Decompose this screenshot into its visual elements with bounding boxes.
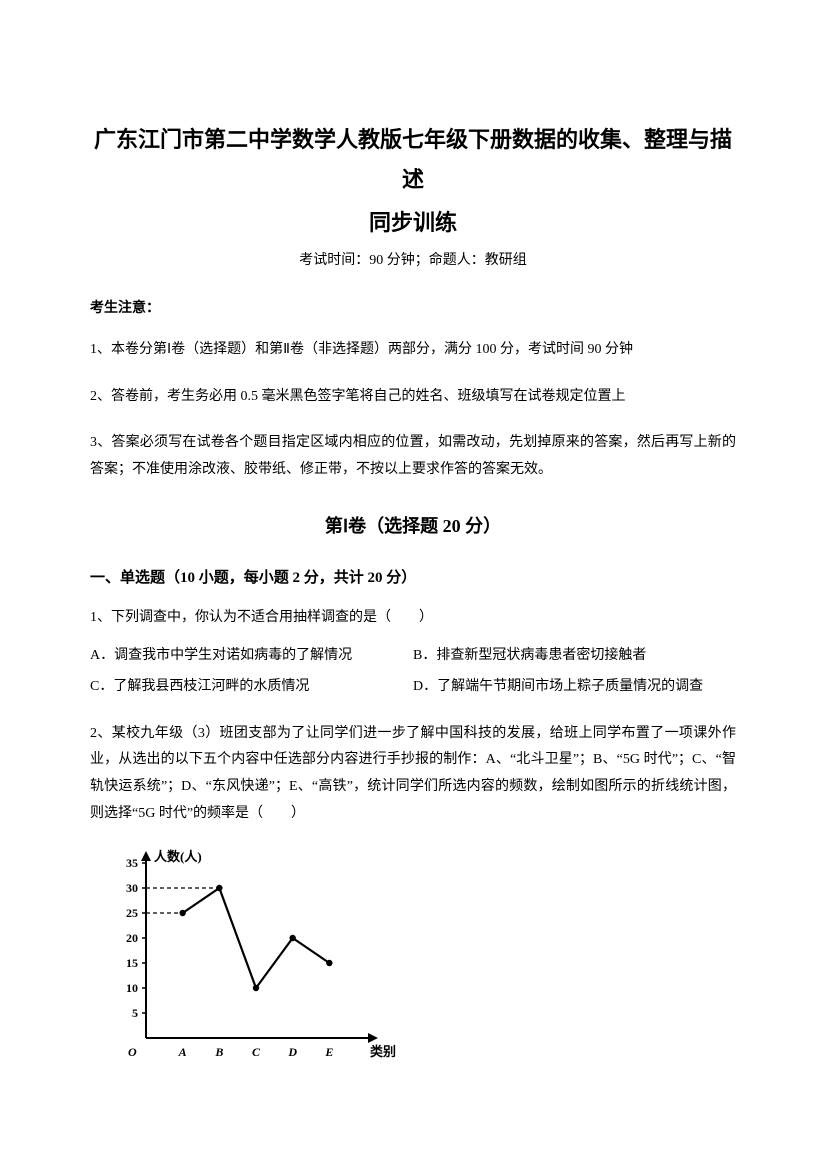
line-chart: 5 10 15 20 25 30 35 人数(人) O A B C D E 类别: [100, 843, 736, 1078]
notice-item: 1、本卷分第Ⅰ卷（选择题）和第Ⅱ卷（非选择题）两部分，满分 100 分，考试时间…: [90, 337, 736, 364]
svg-text:E: E: [324, 1045, 333, 1059]
svg-text:30: 30: [126, 881, 138, 895]
q1-opt-d: D．了解端午节期间市场上粽子质量情况的调查: [413, 672, 736, 703]
svg-text:15: 15: [126, 956, 138, 970]
part-heading: 一、单选题（10 小题，每小题 2 分，共计 20 分）: [90, 566, 736, 587]
svg-text:35: 35: [126, 856, 138, 870]
notice-item: 3、答案必须写在试卷各个题目指定区域内相应的位置，如需改动，先划掉原来的答案，然…: [90, 430, 736, 483]
notice-item: 2、答卷前，考生务必用 0.5 毫米黑色签字笔将自己的姓名、班级填写在试卷规定位…: [90, 384, 736, 411]
title-line1: 广东江门市第二中学数学人教版七年级下册数据的收集、整理与描述: [90, 120, 736, 199]
svg-text:C: C: [252, 1045, 261, 1059]
svg-text:25: 25: [126, 906, 138, 920]
notice-heading: 考生注意：: [90, 297, 736, 317]
q1-stem: 1、下列调查中，你认为不适合用抽样调查的是（ ）: [90, 605, 736, 632]
svg-text:O: O: [128, 1045, 137, 1059]
svg-text:B: B: [214, 1045, 223, 1059]
line-chart-svg: 5 10 15 20 25 30 35 人数(人) O A B C D E 类别: [100, 843, 400, 1073]
title-line2: 同步训练: [90, 205, 736, 237]
q2-stem: 2、某校九年级（3）班团支部为了让同学们进一步了解中国科技的发展，给班上同学布置…: [90, 721, 736, 827]
svg-text:人数(人): 人数(人): [154, 849, 202, 864]
section-heading: 第Ⅰ卷（选择题 20 分）: [90, 512, 736, 538]
svg-text:20: 20: [126, 931, 138, 945]
svg-text:D: D: [287, 1045, 297, 1059]
svg-text:A: A: [178, 1045, 187, 1059]
q1-opt-a: A．调查我市中学生对诺如病毒的了解情况: [90, 641, 413, 672]
svg-text:类别: 类别: [370, 1044, 396, 1059]
q1-opt-c: C．了解我县西枝江河畔的水质情况: [90, 672, 413, 703]
q1-opt-b: B．排查新型冠状病毒患者密切接触者: [413, 641, 736, 672]
svg-text:5: 5: [132, 1006, 138, 1020]
exam-info: 考试时间：90 分钟；命题人：教研组: [90, 249, 736, 269]
svg-text:10: 10: [126, 981, 138, 995]
q1-options: A．调查我市中学生对诺如病毒的了解情况 B．排查新型冠状病毒患者密切接触者 C．…: [90, 641, 736, 703]
exam-page: 广东江门市第二中学数学人教版七年级下册数据的收集、整理与描述 同步训练 考试时间…: [0, 0, 826, 1169]
